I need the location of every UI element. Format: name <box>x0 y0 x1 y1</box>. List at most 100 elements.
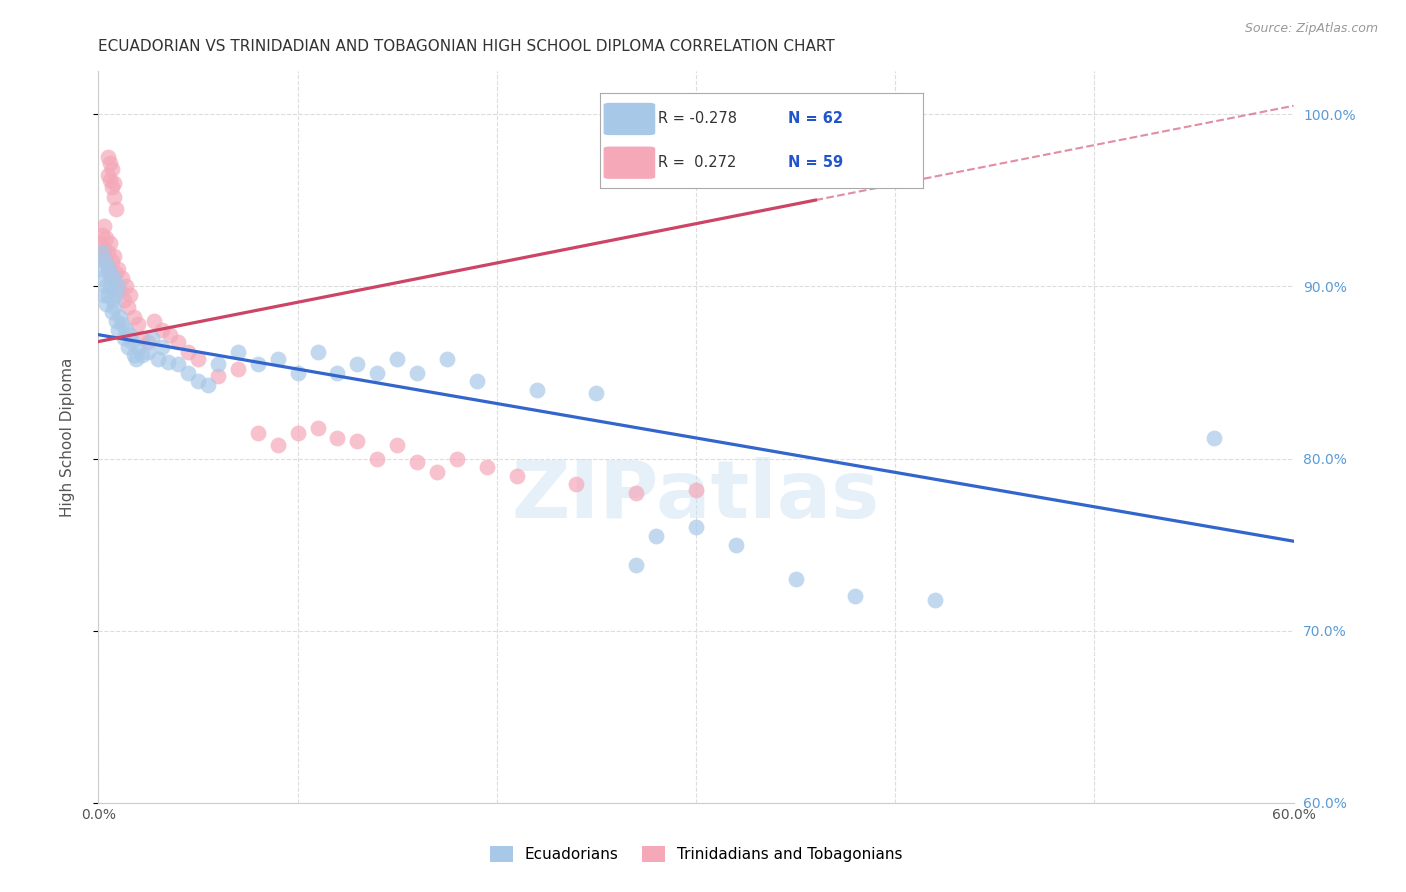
Point <box>93 253 115 268</box>
Point <box>103 176 125 190</box>
Legend: Ecuadorians, Trinidadians and Tobagonians: Ecuadorians, Trinidadians and Tobagonian… <box>484 840 908 868</box>
Point <box>385 351 409 366</box>
Point <box>98 279 122 293</box>
Point <box>724 538 747 552</box>
Point <box>685 483 707 497</box>
Point <box>585 386 607 401</box>
Point <box>105 266 128 280</box>
Text: ZIPatlas: ZIPatlas <box>512 457 880 534</box>
Point <box>844 589 866 603</box>
Point <box>105 288 128 302</box>
Point <box>406 455 429 469</box>
Point <box>91 227 114 242</box>
Point <box>121 334 143 349</box>
Point <box>446 451 468 466</box>
Point <box>112 293 135 308</box>
Point <box>326 366 349 380</box>
Point <box>97 259 120 273</box>
Point <box>120 288 142 302</box>
Point <box>167 357 190 371</box>
Point <box>131 331 153 345</box>
Point <box>101 179 124 194</box>
Point <box>117 300 139 314</box>
Point <box>187 374 209 388</box>
Point <box>96 279 118 293</box>
Point <box>97 150 120 164</box>
Point <box>103 248 125 262</box>
Point <box>150 322 173 336</box>
Point <box>98 266 122 280</box>
Point <box>97 168 120 182</box>
Point <box>97 262 120 277</box>
Point <box>107 262 129 277</box>
Point <box>93 288 115 302</box>
Point <box>97 288 120 302</box>
Point <box>115 279 138 293</box>
Point <box>105 314 128 328</box>
Point <box>207 369 229 384</box>
Text: ECUADORIAN VS TRINIDADIAN AND TOBAGONIAN HIGH SCHOOL DIPLOMA CORRELATION CHART: ECUADORIAN VS TRINIDADIAN AND TOBAGONIAN… <box>98 38 835 54</box>
Point <box>526 383 548 397</box>
Point <box>246 357 269 371</box>
Point <box>506 468 529 483</box>
Point <box>124 348 146 362</box>
Point <box>120 327 142 342</box>
Point <box>150 340 173 354</box>
Point <box>101 253 124 268</box>
Point <box>287 366 309 380</box>
Text: Source: ZipAtlas.com: Source: ZipAtlas.com <box>1244 22 1378 36</box>
Point <box>148 351 170 366</box>
Point <box>101 279 124 293</box>
Point <box>197 377 219 392</box>
Point <box>565 477 588 491</box>
Point <box>112 331 135 345</box>
Point <box>246 425 269 440</box>
Point <box>136 334 159 349</box>
Point <box>125 351 148 366</box>
Point <box>101 292 124 306</box>
Point <box>226 362 249 376</box>
Point <box>98 173 122 187</box>
Point <box>267 438 290 452</box>
Point <box>366 366 388 380</box>
Point <box>346 357 368 371</box>
Point <box>1202 431 1225 445</box>
Point <box>105 202 128 216</box>
Point <box>103 190 125 204</box>
Point <box>91 271 114 285</box>
Point <box>426 466 449 480</box>
Point <box>177 344 200 359</box>
Point <box>785 572 807 586</box>
Y-axis label: High School Diploma: High School Diploma <box>60 358 75 516</box>
Point <box>226 344 249 359</box>
Point <box>141 331 163 345</box>
Point <box>103 271 125 285</box>
Point <box>187 351 209 366</box>
Point <box>366 451 388 466</box>
Point <box>207 357 229 371</box>
Point <box>91 248 114 262</box>
Point <box>98 271 122 285</box>
Point <box>924 592 946 607</box>
Point <box>96 253 118 268</box>
Point <box>645 529 668 543</box>
Point <box>267 351 290 366</box>
Point <box>385 438 409 452</box>
Point <box>103 300 125 314</box>
Point <box>117 340 139 354</box>
Point <box>307 420 329 434</box>
Point <box>111 271 134 285</box>
Point <box>157 355 180 369</box>
Point <box>127 340 149 354</box>
Point <box>89 236 111 251</box>
Point <box>98 155 122 169</box>
Point <box>346 434 368 449</box>
Point <box>93 219 115 234</box>
Point <box>93 242 115 256</box>
Point <box>326 431 349 445</box>
Point <box>124 310 146 325</box>
Point <box>96 231 118 245</box>
Point <box>111 318 134 332</box>
Point <box>465 374 488 388</box>
Point <box>115 322 138 336</box>
